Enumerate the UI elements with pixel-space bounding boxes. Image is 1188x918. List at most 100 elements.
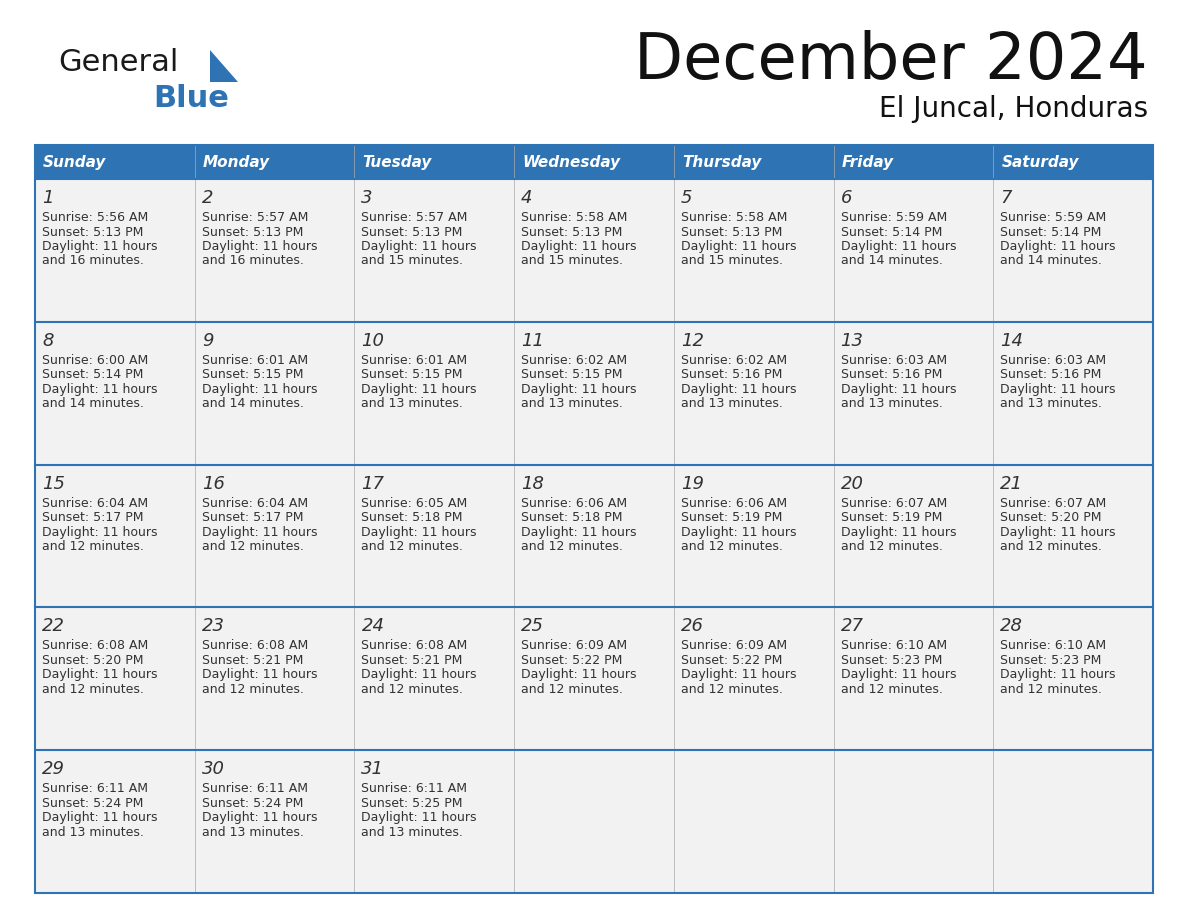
Text: 2: 2	[202, 189, 213, 207]
Text: Sunrise: 6:01 AM: Sunrise: 6:01 AM	[202, 353, 308, 367]
Text: 23: 23	[202, 618, 225, 635]
Text: Daylight: 11 hours: Daylight: 11 hours	[522, 240, 637, 253]
Text: 10: 10	[361, 331, 385, 350]
Text: Sunset: 5:16 PM: Sunset: 5:16 PM	[1000, 368, 1101, 381]
Text: Sunset: 5:13 PM: Sunset: 5:13 PM	[522, 226, 623, 239]
Bar	[674, 465, 834, 608]
Bar	[195, 179, 354, 322]
Text: and 13 minutes.: and 13 minutes.	[681, 397, 783, 410]
Text: Sunrise: 6:11 AM: Sunrise: 6:11 AM	[361, 782, 467, 795]
Bar	[674, 750, 834, 893]
Bar	[354, 179, 514, 322]
Text: Sunset: 5:24 PM: Sunset: 5:24 PM	[202, 797, 303, 810]
Bar	[514, 465, 674, 608]
Text: Sunset: 5:14 PM: Sunset: 5:14 PM	[42, 368, 144, 381]
Text: Daylight: 11 hours: Daylight: 11 hours	[522, 383, 637, 396]
Text: Sunset: 5:13 PM: Sunset: 5:13 PM	[361, 226, 463, 239]
Text: and 13 minutes.: and 13 minutes.	[361, 825, 463, 839]
Text: 29: 29	[42, 760, 65, 778]
Bar	[195, 145, 354, 179]
Bar	[195, 465, 354, 608]
Text: 21: 21	[1000, 475, 1023, 493]
Text: 25: 25	[522, 618, 544, 635]
Text: December 2024: December 2024	[634, 30, 1148, 92]
Text: Sunset: 5:22 PM: Sunset: 5:22 PM	[681, 654, 782, 666]
Bar	[34, 145, 1154, 893]
Text: and 12 minutes.: and 12 minutes.	[361, 683, 463, 696]
Text: and 14 minutes.: and 14 minutes.	[841, 254, 942, 267]
Text: 3: 3	[361, 189, 373, 207]
Text: and 12 minutes.: and 12 minutes.	[42, 683, 144, 696]
Bar	[34, 145, 195, 179]
Bar	[993, 322, 1154, 465]
Bar	[993, 750, 1154, 893]
Text: Thursday: Thursday	[682, 154, 762, 170]
Text: Sunset: 5:15 PM: Sunset: 5:15 PM	[202, 368, 303, 381]
Text: Daylight: 11 hours: Daylight: 11 hours	[681, 526, 796, 539]
Text: 5: 5	[681, 189, 693, 207]
Text: Daylight: 11 hours: Daylight: 11 hours	[681, 383, 796, 396]
Text: 19: 19	[681, 475, 703, 493]
Text: Sunrise: 6:11 AM: Sunrise: 6:11 AM	[202, 782, 308, 795]
Text: Sunset: 5:23 PM: Sunset: 5:23 PM	[841, 654, 942, 666]
Text: 14: 14	[1000, 331, 1023, 350]
Text: Daylight: 11 hours: Daylight: 11 hours	[361, 383, 476, 396]
Text: Sunrise: 5:59 AM: Sunrise: 5:59 AM	[1000, 211, 1106, 224]
Text: 8: 8	[42, 331, 53, 350]
Text: 26: 26	[681, 618, 703, 635]
Text: Sunrise: 6:10 AM: Sunrise: 6:10 AM	[841, 640, 947, 653]
Text: 17: 17	[361, 475, 385, 493]
Text: Daylight: 11 hours: Daylight: 11 hours	[42, 526, 158, 539]
Text: and 12 minutes.: and 12 minutes.	[841, 683, 942, 696]
Text: Sunrise: 5:57 AM: Sunrise: 5:57 AM	[202, 211, 308, 224]
Bar	[993, 465, 1154, 608]
Text: Daylight: 11 hours: Daylight: 11 hours	[681, 668, 796, 681]
Text: and 12 minutes.: and 12 minutes.	[522, 683, 623, 696]
Text: 24: 24	[361, 618, 385, 635]
Text: and 14 minutes.: and 14 minutes.	[42, 397, 144, 410]
Bar	[834, 322, 993, 465]
Text: 1: 1	[42, 189, 53, 207]
Text: 9: 9	[202, 331, 213, 350]
Text: Daylight: 11 hours: Daylight: 11 hours	[42, 383, 158, 396]
Bar	[514, 322, 674, 465]
Text: and 16 minutes.: and 16 minutes.	[202, 254, 304, 267]
Text: 31: 31	[361, 760, 385, 778]
Text: 28: 28	[1000, 618, 1023, 635]
Text: Daylight: 11 hours: Daylight: 11 hours	[1000, 526, 1116, 539]
Bar	[834, 608, 993, 750]
Text: 22: 22	[42, 618, 65, 635]
Bar	[514, 179, 674, 322]
Text: Blue: Blue	[153, 84, 229, 113]
Text: Sunset: 5:25 PM: Sunset: 5:25 PM	[361, 797, 463, 810]
Bar	[34, 322, 195, 465]
Text: 27: 27	[841, 618, 864, 635]
Text: Daylight: 11 hours: Daylight: 11 hours	[361, 240, 476, 253]
Bar	[34, 179, 195, 322]
Text: El Juncal, Honduras: El Juncal, Honduras	[879, 95, 1148, 123]
Text: and 13 minutes.: and 13 minutes.	[202, 825, 304, 839]
Text: Daylight: 11 hours: Daylight: 11 hours	[42, 240, 158, 253]
Bar	[354, 750, 514, 893]
Text: Sunrise: 6:08 AM: Sunrise: 6:08 AM	[202, 640, 308, 653]
Bar	[674, 145, 834, 179]
Text: Sunset: 5:14 PM: Sunset: 5:14 PM	[1000, 226, 1101, 239]
Text: 13: 13	[841, 331, 864, 350]
Bar	[834, 465, 993, 608]
Text: Sunrise: 6:06 AM: Sunrise: 6:06 AM	[522, 497, 627, 509]
Text: Sunset: 5:15 PM: Sunset: 5:15 PM	[361, 368, 463, 381]
Bar	[34, 465, 195, 608]
Text: and 15 minutes.: and 15 minutes.	[681, 254, 783, 267]
Bar	[514, 145, 674, 179]
Text: Wednesday: Wednesday	[523, 154, 620, 170]
Text: Sunrise: 6:07 AM: Sunrise: 6:07 AM	[1000, 497, 1106, 509]
Bar	[354, 465, 514, 608]
Text: Daylight: 11 hours: Daylight: 11 hours	[841, 668, 956, 681]
Bar	[674, 179, 834, 322]
Bar	[354, 608, 514, 750]
Text: Sunrise: 6:04 AM: Sunrise: 6:04 AM	[42, 497, 148, 509]
Text: Daylight: 11 hours: Daylight: 11 hours	[361, 668, 476, 681]
Text: General: General	[58, 48, 178, 77]
Text: Daylight: 11 hours: Daylight: 11 hours	[841, 240, 956, 253]
Bar	[514, 750, 674, 893]
